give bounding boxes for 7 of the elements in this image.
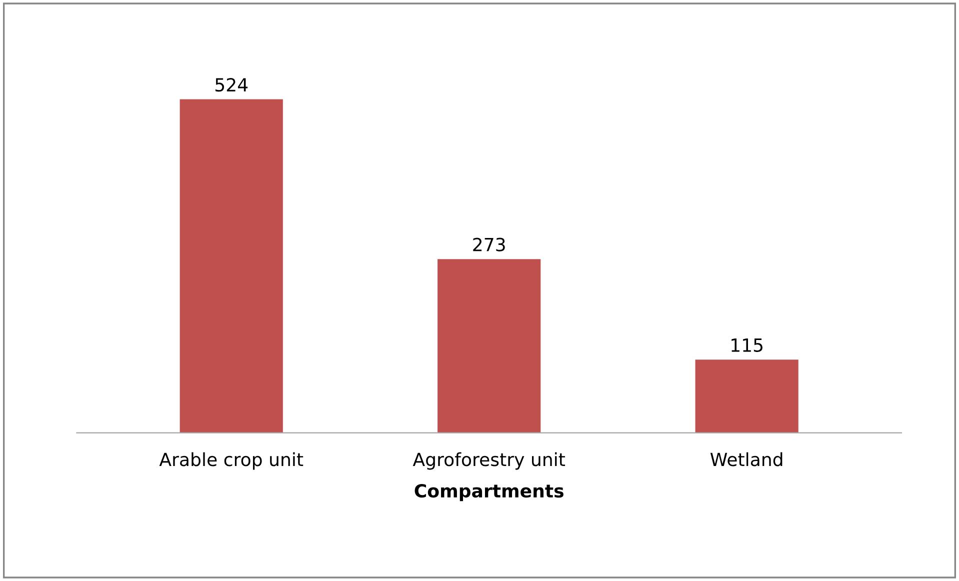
data-label: 115 [732,338,762,352]
data-label: 273 [473,238,505,252]
x-tick-label: Arable crop unit [159,452,304,470]
x-tick-label: Wetland [710,452,782,466]
x-tick-label: Agroforestry unit [412,452,566,470]
x-axis-title: Compartments [414,484,564,502]
data-label: 524 [216,78,248,92]
